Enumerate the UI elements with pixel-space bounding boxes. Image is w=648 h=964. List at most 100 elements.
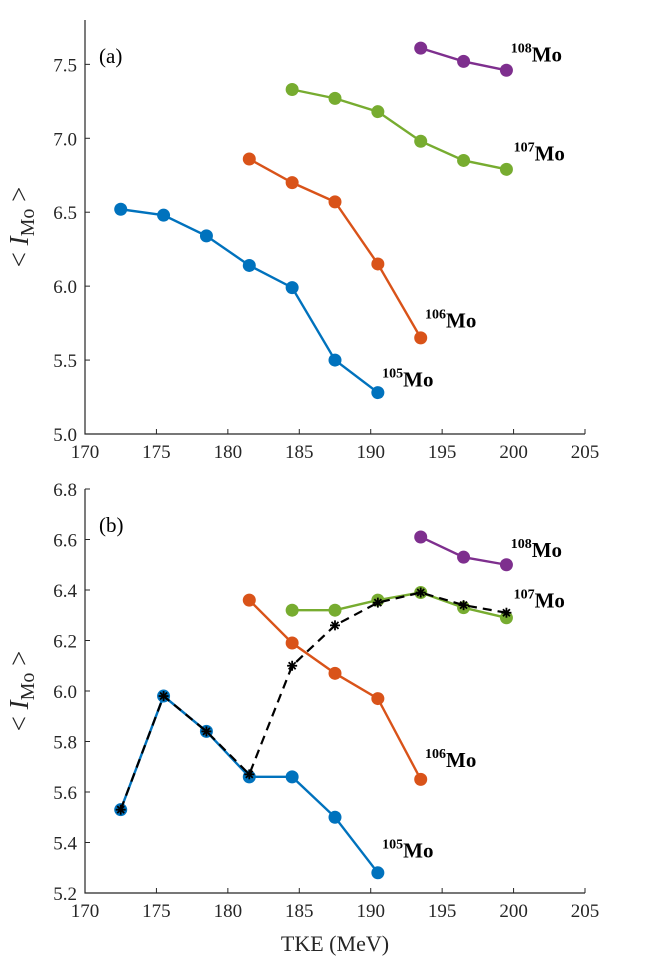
panel-b-series-weighted-average-point [115, 804, 126, 815]
panel-a-ylabel-open: < [4, 245, 34, 267]
panel-a-series-106mo-label-mass: 106 [425, 308, 446, 323]
panel-a-series-108mo: 108Mo [414, 41, 562, 77]
panel-a-series-107mo-point [457, 153, 471, 167]
panel-b-tag: (b) [99, 513, 124, 537]
panel-a-xtick-label: 190 [356, 442, 385, 463]
panel-a-xtick-label: 185 [285, 442, 314, 463]
panel-a-series-107mo: 107Mo [285, 82, 565, 176]
panel-b-series-weighted-average-point [158, 691, 169, 702]
panel-b-series-106mo-point [285, 636, 299, 650]
panel-a-ylabel-sub: Mo [17, 209, 39, 237]
panel-a-series-108mo-label-mass: 108 [511, 41, 532, 56]
panel-a-series-108mo-label-element: Mo [532, 42, 562, 66]
panel-a-series-107mo-point [371, 105, 385, 119]
panel-a-series-106mo-point [371, 257, 385, 271]
panel-a-series-106mo-label: 106Mo [425, 308, 476, 333]
panel-a-ytick-label: 6.5 [53, 203, 77, 224]
panel-b-ytick-label: 5.8 [53, 733, 77, 754]
panel-b-series-106mo-point [414, 772, 428, 786]
panel-b-series-105mo-point [371, 866, 385, 880]
panel-b-series-107mo-point [285, 603, 299, 617]
panel-b-series-105mo: 105Mo [114, 689, 433, 880]
panel-b-series-weighted-average-line [119, 591, 507, 811]
panel-b-xtick-label: 195 [428, 901, 457, 922]
panel-b-series-107mo-point [328, 603, 342, 617]
panel-b-series-105mo-point [328, 810, 342, 824]
panel-b: 170 175 180 185 190 195 200 205 5.2 5.4 5.6 5.8 6.0 6… [4, 480, 599, 956]
panel-a-series-105mo-point [114, 202, 128, 216]
panel-a-series-106mo-line [248, 157, 422, 339]
panel-b-ytick-label: 6.6 [53, 531, 77, 552]
panel-a-xtick-label: 180 [214, 442, 243, 463]
panel-b-ytick-label: 5.4 [53, 834, 77, 855]
panel-b-series-106mo-label: 106Mo [425, 747, 476, 772]
panel-b-series-106mo-point [371, 692, 385, 706]
panel-a-series-105mo-label: 105Mo [382, 367, 433, 392]
panel-b-xtick-label: 190 [356, 901, 385, 922]
panel-b-ylabel-open: < [4, 709, 34, 731]
panel-b-xtick-label: 205 [571, 901, 600, 922]
panel-b-series-108mo-point [457, 550, 471, 564]
panel-a-ytick-label: 6.0 [53, 277, 77, 298]
panel-b-series-weighted-average-point [415, 587, 426, 598]
panel-b-series-weighted-average-point [287, 660, 298, 671]
panel-b-series-weighted-average-point [201, 726, 212, 737]
panel-b-xtick-label: 200 [499, 901, 528, 922]
panel-a-series-107mo-point [285, 82, 299, 96]
panel-b-series-108mo-label-element: Mo [532, 538, 562, 562]
panel-a-series-106mo-point [285, 176, 299, 190]
panel-a-ytick-label: 5.5 [53, 351, 77, 372]
panel-a-ylabel-symbol: I [4, 234, 34, 246]
panel-a-series-105mo-label-mass: 105 [382, 367, 403, 382]
panel-a-series-106mo-point [328, 195, 342, 209]
panel-a-series-106mo: 106Mo [242, 152, 476, 345]
panel-a-series-107mo-label: 107Mo [514, 140, 565, 165]
panel-a-series-105mo-point [157, 208, 171, 222]
panel-a-ytick-label: 7.0 [53, 129, 77, 150]
panel-b-xtick-label: 170 [71, 901, 100, 922]
panel-a-ylabel-close: > [4, 187, 34, 209]
panel-b-xlabel: TKE (MeV) [281, 931, 389, 956]
panel-b-series-108mo-point [414, 530, 428, 544]
panel-b-ytick-label: 6.2 [53, 632, 77, 653]
panel-b-ytick-label: 6.0 [53, 682, 77, 703]
panel-a-series-107mo-point [328, 91, 342, 105]
panel-a-series-105mo-point [199, 229, 213, 243]
panel-b-series-106mo-point [242, 593, 256, 607]
panel-a-axes [84, 20, 585, 435]
panel-b-series-weighted-average-point [244, 769, 255, 780]
panel-a-series-105mo-point [242, 258, 256, 272]
panel-b-ytick-label: 6.8 [53, 480, 77, 501]
panel-a-series-107mo-label-mass: 107 [514, 140, 535, 155]
panel-a: 170 175 180 185 190 195 200 205 5.0 5.5 6.0 6.5 7.0 7… [4, 20, 599, 463]
panel-b-xtick-label: 175 [142, 901, 171, 922]
panel-a-series-105mo: 105Mo [114, 202, 433, 400]
panel-a-xtick-label: 175 [142, 442, 171, 463]
panel-b-series-108mo-point [499, 558, 513, 572]
panel-a-series-106mo-point [414, 331, 428, 345]
panel-a-series-108mo-point [414, 41, 428, 55]
panel-b-ylabel-close: > [4, 651, 34, 673]
panel-a-series-105mo-point [328, 353, 342, 367]
panel-a-series-108mo-point [457, 54, 471, 68]
panel-a-series-107mo-label-element: Mo [535, 141, 565, 165]
panel-a-xtick-label: 200 [499, 442, 528, 463]
panel-b-series-105mo-label-mass: 105 [382, 838, 403, 853]
panel-b-series-108mo-label: 108Mo [511, 537, 562, 562]
panel-a-series-105mo-label-element: Mo [403, 368, 433, 392]
panel-b-series-108mo-label-mass: 108 [511, 537, 532, 552]
panel-b-series-107mo-label-element: Mo [535, 589, 565, 613]
panel-a-xtick-label: 195 [428, 442, 457, 463]
panel-b-ylabel-sub: Mo [17, 673, 39, 701]
panel-b-ytick-label: 6.4 [53, 581, 77, 602]
panel-b-series-weighted-average-point [372, 597, 383, 608]
panel-a-tag: (a) [99, 44, 122, 68]
panel-b-series-weighted-average-point [458, 600, 469, 611]
panel-a-series-107mo-line [291, 88, 507, 171]
panel-a-series-105mo-point [371, 386, 385, 400]
panel-b-series-weighted-average-point [330, 620, 340, 631]
panel-b-series-105mo-label-element: Mo [403, 839, 433, 863]
panel-b-xtick-label: 185 [285, 901, 314, 922]
panel-b-series-weighted-average-point [501, 607, 512, 618]
